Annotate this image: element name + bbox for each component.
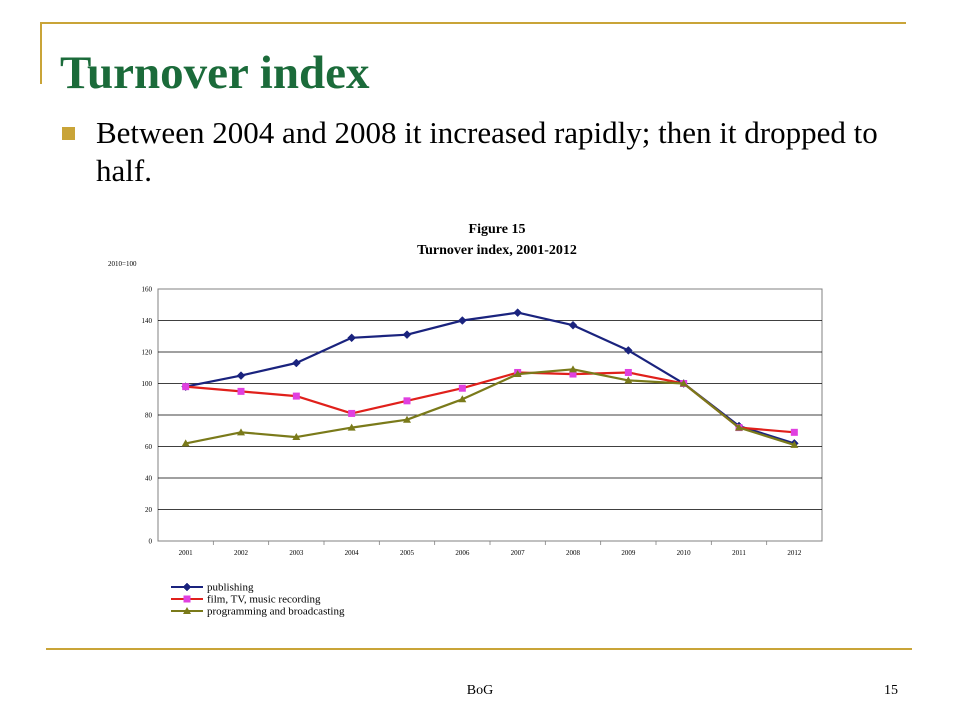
x-tick-label: 2002 (234, 549, 249, 557)
bullet-text: Between 2004 and 2008 it increased rapid… (96, 115, 878, 188)
x-tick-label: 2011 (732, 549, 746, 557)
data-point (458, 395, 467, 403)
series-line (185, 368, 795, 446)
y-tick-label: 80 (145, 412, 153, 420)
data-point (623, 346, 633, 355)
data-point (402, 330, 412, 340)
y-tick-label: 60 (145, 443, 153, 451)
data-point (237, 387, 245, 395)
legend-swatch-marker (183, 595, 191, 603)
y-tick-label: 140 (142, 317, 153, 325)
data-point (237, 428, 245, 436)
y-tick-label: 40 (145, 475, 153, 483)
data-point (679, 379, 688, 387)
data-point (236, 371, 246, 380)
data-point (790, 428, 798, 436)
x-tick-label: 2012 (787, 549, 802, 557)
left-rule (40, 22, 42, 84)
y-tick-label: 120 (142, 349, 153, 357)
data-point (790, 440, 799, 448)
data-point (569, 365, 577, 373)
data-point (569, 370, 577, 378)
page-number: 15 (884, 683, 898, 698)
legend-label: programming and broadcasting (207, 606, 345, 618)
data-point (513, 370, 522, 378)
data-point (347, 423, 356, 431)
slide-title: Turnover index (60, 47, 370, 99)
grid-lines (158, 320, 822, 510)
y-tick-label: 160 (142, 286, 153, 294)
x-tick-label: 2007 (511, 549, 526, 557)
x-tick-label: 2005 (400, 549, 415, 557)
y-axis-ticks: 0 20 40 60 80 100 120 140 160 (142, 286, 153, 546)
bottom-rule (46, 648, 912, 650)
data-point (403, 397, 411, 405)
x-tick-label: 2008 (566, 549, 581, 557)
data-point (403, 415, 411, 423)
chart-title: Figure 15 (469, 222, 526, 237)
series-line (185, 371, 795, 434)
series-line (185, 311, 795, 445)
legend-label: film, TV, music recording (207, 594, 321, 606)
data-point (348, 409, 356, 417)
x-tick-label: 2009 (621, 549, 636, 557)
data-point (735, 423, 743, 431)
x-tick-label: 2003 (289, 549, 304, 557)
x-tick-label: 2006 (455, 549, 470, 557)
footer-text: BoG (466, 683, 494, 698)
bullet-square-icon (62, 127, 75, 140)
series-diamond (181, 308, 799, 448)
series-triangle (181, 365, 799, 448)
unit-label: 2010=100 (108, 260, 137, 268)
x-tick-label: 2004 (345, 549, 360, 557)
chart-subtitle: Turnover index, 2001-2012 (417, 243, 577, 258)
series-lines (181, 308, 799, 448)
data-point (568, 320, 578, 330)
data-point (292, 433, 301, 441)
top-rule (40, 22, 906, 24)
data-point (457, 316, 467, 325)
x-tick-label: 2010 (677, 549, 692, 557)
legend-swatch-marker (183, 607, 191, 614)
data-point (458, 384, 466, 392)
data-point (292, 392, 300, 400)
x-tick-label: 2001 (179, 549, 194, 557)
y-tick-label: 100 (142, 380, 153, 388)
data-point (181, 439, 190, 447)
data-point (347, 333, 357, 343)
legend-swatch-marker (182, 582, 192, 592)
data-point (624, 376, 633, 384)
series-square (182, 368, 798, 436)
data-point (513, 308, 523, 317)
data-point (291, 358, 301, 368)
x-axis-ticks: 2001 2002 2003 2004 2005 2006 2007 2008 2009 2010… (179, 541, 802, 557)
legend-label: publishing (207, 582, 254, 594)
data-point (624, 368, 632, 376)
y-tick-label: 0 (149, 538, 153, 546)
y-tick-label: 20 (145, 506, 153, 514)
data-point (182, 383, 190, 391)
